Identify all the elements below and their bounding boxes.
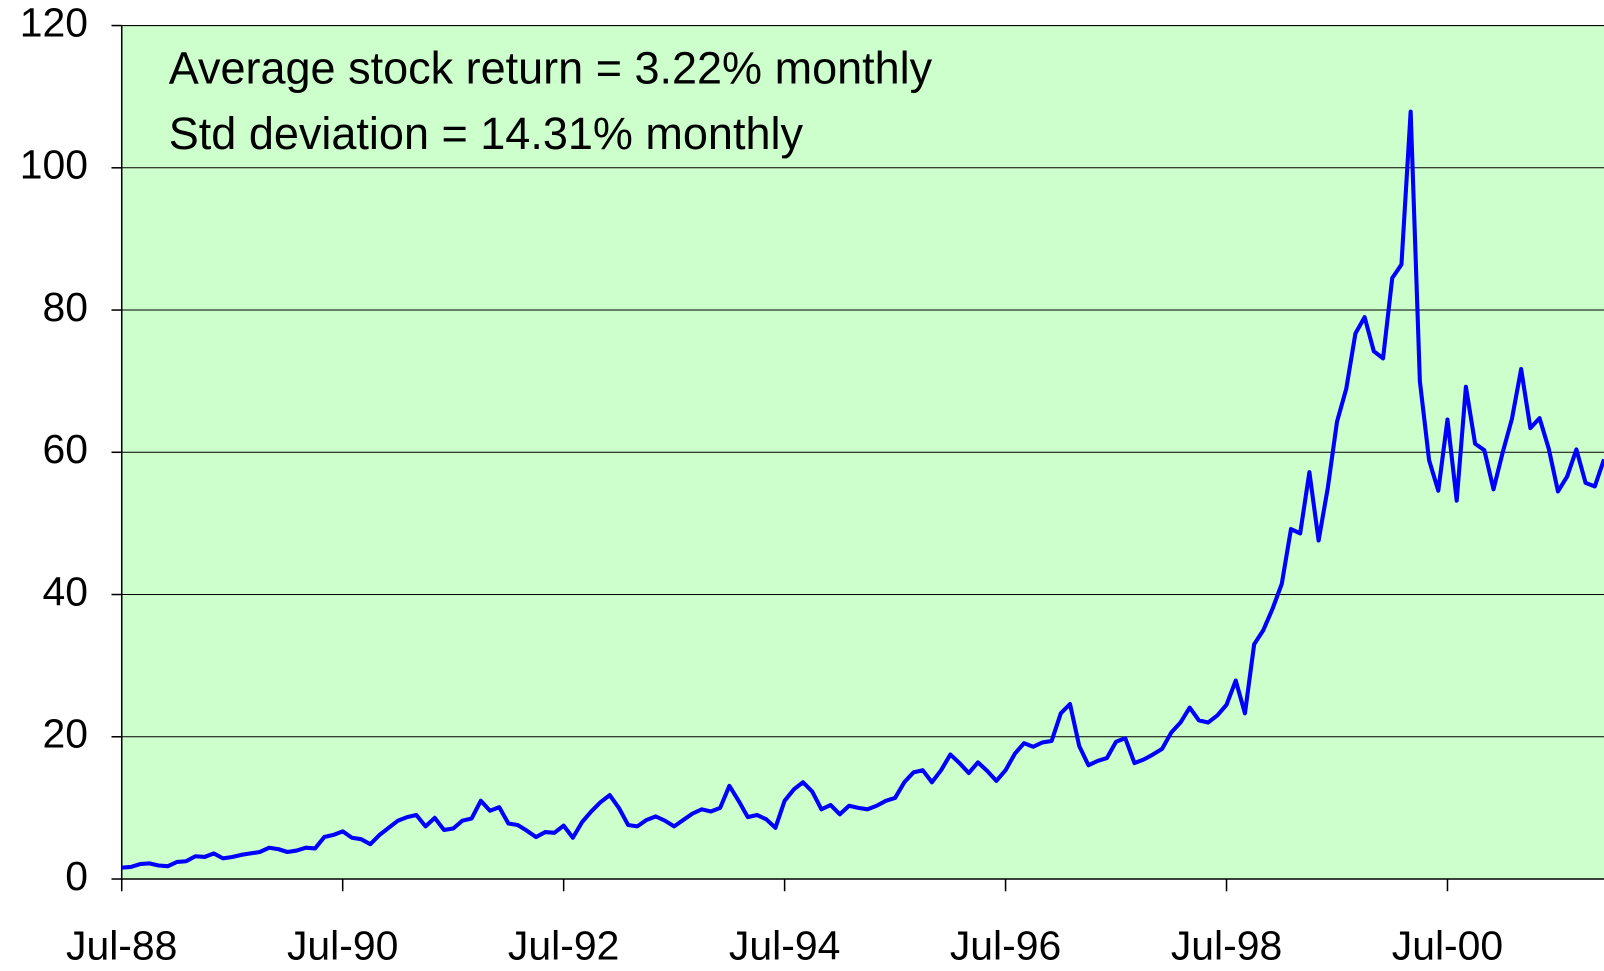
annotation: Std deviation = 14.31% monthly [169,108,804,159]
y-tick-label: 0 [65,853,88,899]
x-tick-label: Jul-96 [950,922,1061,968]
x-tick-label: Jul-92 [508,922,619,968]
x-tick-label: Jul-94 [729,922,840,968]
x-tick-label: Jul-88 [66,922,177,968]
y-tick-label: 100 [20,142,88,188]
y-tick-label: 40 [42,568,88,614]
y-tick-label: 60 [42,426,88,472]
y-tick-label: 120 [20,0,88,45]
x-tick-label: Jul-90 [287,922,398,968]
y-tick-label: 20 [42,711,88,757]
x-tick-label: Jul-00 [1392,922,1503,968]
annotation: Average stock return = 3.22% monthly [169,42,933,93]
y-tick-label: 80 [42,284,88,330]
data-line [121,109,1604,870]
x-tick-label: Jul-98 [1171,922,1282,968]
